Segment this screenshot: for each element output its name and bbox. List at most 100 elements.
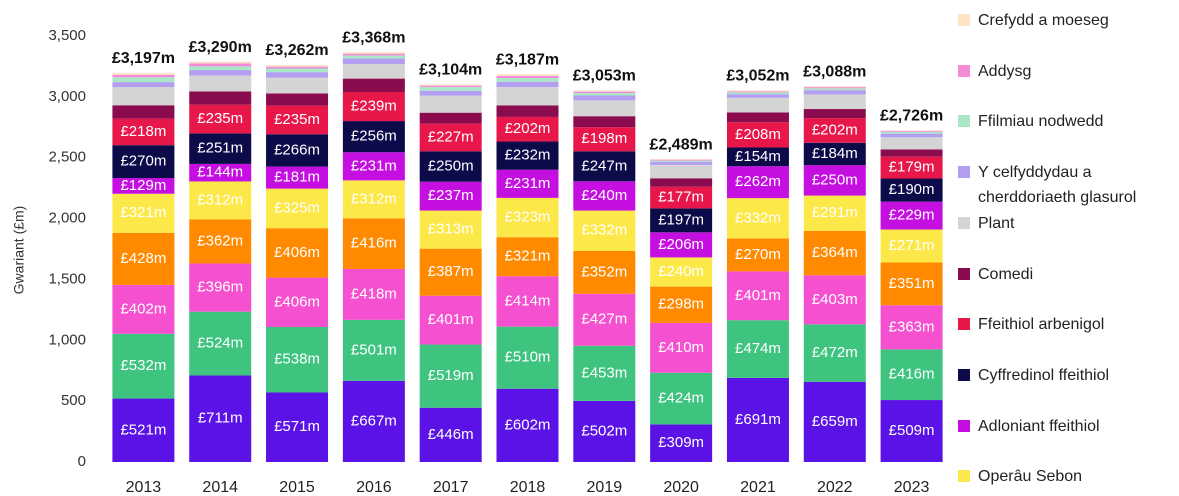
bar-segment — [419, 344, 482, 408]
bar-segment — [880, 130, 943, 132]
legend-item: Comedi — [958, 262, 1173, 287]
value-label: £410m — [658, 339, 704, 356]
value-label: £532m — [120, 357, 166, 374]
value-label: £510m — [505, 349, 551, 366]
bar-segment — [496, 326, 559, 389]
legend-label: Comedi — [978, 265, 1034, 283]
bar-segment — [573, 116, 636, 128]
legend-item: Adloniant ffeithiol — [958, 414, 1173, 439]
legend-item: Ffilmiau nodwedd — [958, 109, 1173, 134]
legend-label: Operâu Sebon — [978, 468, 1083, 486]
value-label: £396m — [197, 279, 243, 296]
bar-segment — [726, 198, 789, 239]
value-label: £313m — [428, 221, 474, 238]
value-label: £416m — [351, 235, 397, 252]
total-label: £3,368m — [342, 29, 405, 46]
value-label: £416m — [889, 366, 935, 383]
bar-segment — [880, 178, 943, 202]
bar-segment — [726, 122, 789, 148]
x-tick-label: 2018 — [510, 479, 546, 496]
bar-segment — [112, 284, 175, 334]
x-tick-label: 2015 — [279, 479, 315, 496]
bar-segment — [650, 372, 713, 425]
value-label: £144m — [197, 164, 243, 181]
legend-label: Addysg — [978, 62, 1032, 80]
bar-segment — [650, 159, 713, 160]
legend-item: Y celfyddydau a cherddoriaeth glasurol — [958, 160, 1173, 210]
legend-label: Ffilmiau nodwedd — [978, 113, 1104, 131]
value-label: £312m — [197, 191, 243, 208]
legend-label: Crefydd a moeseg — [978, 12, 1109, 29]
bar-segment — [803, 90, 866, 95]
value-label: £667m — [351, 412, 397, 429]
bar-segment — [880, 349, 943, 401]
bar-segment — [112, 77, 175, 83]
value-label: £270m — [120, 153, 166, 170]
legend-label: Y celfyddydau a cherddoriaeth glasurol — [978, 164, 1137, 207]
value-label: £181m — [274, 169, 320, 186]
bar-segment — [342, 319, 405, 381]
value-label: £229m — [889, 207, 935, 224]
bar-segment — [419, 407, 482, 462]
bar-segment — [573, 151, 636, 182]
legend-swatch — [958, 267, 970, 280]
value-label: £240m — [658, 263, 704, 280]
value-label: £235m — [197, 110, 243, 127]
value-label: £352m — [581, 263, 627, 280]
legend-label: Plant — [978, 214, 1015, 232]
value-label: £406m — [274, 244, 320, 261]
bar-segment — [803, 165, 866, 196]
bar-segment — [189, 70, 252, 76]
bar-segment — [189, 219, 252, 264]
bar-segment — [496, 87, 559, 106]
bar-segment — [803, 230, 866, 276]
bar-segment — [266, 134, 329, 167]
bar-segment — [419, 210, 482, 249]
bar-segment — [189, 263, 252, 312]
value-label: £235m — [274, 111, 320, 128]
legend-item: Crefydd a moeseg — [958, 8, 1173, 33]
bar-segment — [573, 95, 636, 101]
bar-segment — [496, 105, 559, 117]
bar-segment — [650, 232, 713, 258]
bar-segment — [880, 305, 943, 350]
bar-segment — [112, 178, 175, 194]
value-label: £227m — [428, 128, 474, 145]
bar-segment — [419, 123, 482, 152]
value-label: £401m — [735, 287, 781, 304]
bar-segment — [496, 276, 559, 327]
bar-segment — [419, 84, 482, 86]
legend-swatch — [958, 318, 970, 331]
value-label: £239m — [351, 98, 397, 115]
bar-segment — [726, 97, 789, 113]
total-label: £2,489m — [650, 136, 713, 153]
value-label: £202m — [505, 120, 551, 137]
value-label: £502m — [581, 422, 627, 439]
value-label: £521m — [120, 421, 166, 438]
value-label: £387m — [428, 263, 474, 280]
value-label: £474m — [735, 340, 781, 357]
value-label: £321m — [505, 248, 551, 265]
bar-segment — [496, 116, 559, 142]
bar-segment — [266, 105, 329, 135]
bar-segment — [419, 151, 482, 182]
bar-segment — [266, 228, 329, 278]
bar-segment — [573, 181, 636, 211]
bar-segment — [342, 180, 405, 219]
bar-segment — [880, 133, 943, 138]
bar-segment — [650, 424, 713, 462]
bar-segment — [726, 91, 789, 93]
value-label: £711m — [198, 410, 243, 427]
bar-segment — [419, 181, 482, 211]
bar-segment — [189, 61, 252, 64]
legend-swatch — [958, 14, 970, 26]
bar-segment — [266, 68, 329, 73]
legend-swatch — [958, 368, 970, 381]
bar-segment — [880, 400, 943, 462]
bar-segment — [573, 93, 636, 96]
legend-label: Cyffredinol ffeithiol — [978, 366, 1110, 384]
value-label: £401m — [428, 311, 474, 328]
value-label: £418m — [351, 285, 397, 302]
bar-segment — [880, 130, 943, 131]
